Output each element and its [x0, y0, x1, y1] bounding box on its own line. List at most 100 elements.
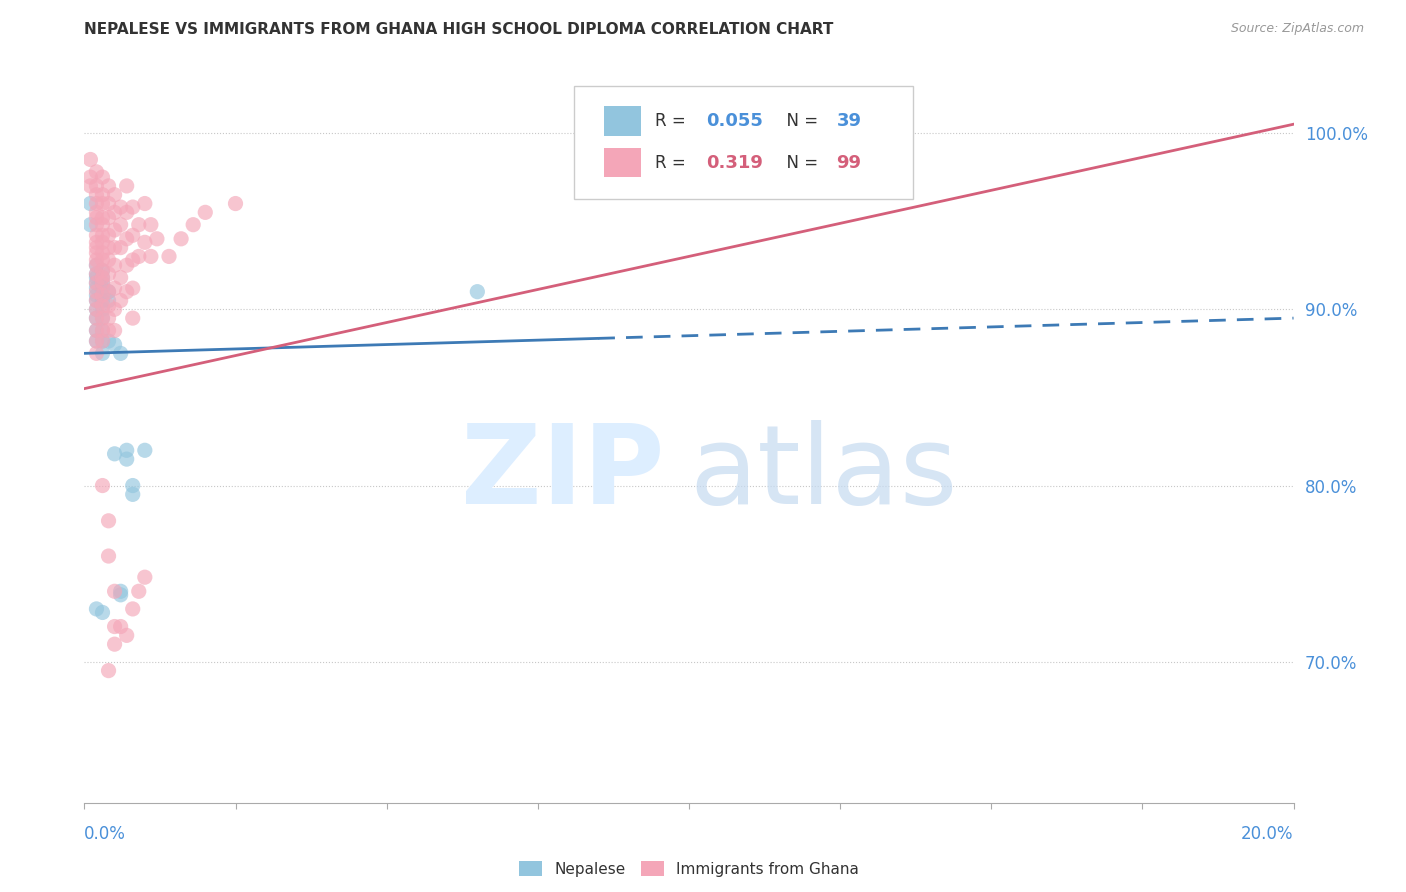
Point — [104, 337, 127, 351]
Text: 20.0%: 20.0% — [1241, 825, 1294, 843]
Point — [86, 270, 108, 285]
Point — [79, 170, 101, 185]
Point — [86, 334, 108, 348]
Point — [104, 205, 127, 219]
Point — [104, 619, 127, 633]
Point — [86, 293, 108, 308]
Point — [86, 258, 108, 272]
Point — [121, 478, 143, 492]
Point — [91, 323, 114, 337]
Point — [91, 311, 114, 326]
Point — [86, 276, 108, 290]
Point — [170, 232, 193, 246]
Point — [86, 235, 108, 250]
Point — [104, 637, 127, 651]
Point — [91, 281, 114, 295]
Point — [134, 443, 156, 458]
Point — [86, 293, 108, 308]
Point — [121, 311, 143, 326]
Point — [91, 252, 114, 267]
Point — [104, 323, 127, 337]
Point — [104, 187, 127, 202]
Point — [91, 302, 114, 317]
Point — [86, 281, 108, 295]
Point — [110, 588, 132, 602]
Point — [104, 241, 127, 255]
Point — [134, 196, 156, 211]
Point — [91, 478, 114, 492]
Point — [181, 218, 204, 232]
Point — [97, 323, 120, 337]
Point — [91, 323, 114, 337]
Text: R =: R = — [655, 153, 696, 172]
Point — [86, 196, 108, 211]
Text: 39: 39 — [837, 112, 862, 130]
Point — [128, 584, 150, 599]
Point — [86, 302, 108, 317]
Point — [86, 218, 108, 232]
Point — [104, 302, 127, 317]
Point — [86, 285, 108, 299]
Text: 0.319: 0.319 — [706, 153, 762, 172]
Point — [86, 165, 108, 179]
Point — [91, 228, 114, 243]
Text: atlas: atlas — [689, 420, 957, 527]
Point — [86, 252, 108, 267]
Point — [97, 293, 120, 308]
Point — [86, 311, 108, 326]
Point — [91, 170, 114, 185]
Point — [97, 178, 120, 193]
Point — [79, 178, 101, 193]
Point — [110, 241, 132, 255]
Point — [110, 619, 132, 633]
Point — [79, 153, 101, 167]
Point — [139, 218, 162, 232]
Point — [91, 211, 114, 225]
Point — [91, 270, 114, 285]
Point — [97, 211, 120, 225]
Point — [91, 196, 114, 211]
Point — [97, 285, 120, 299]
Point — [86, 187, 108, 202]
Point — [86, 228, 108, 243]
Point — [97, 285, 120, 299]
Text: N =: N = — [776, 153, 824, 172]
Point — [86, 346, 108, 360]
Point — [121, 487, 143, 501]
Point — [91, 299, 114, 313]
Point — [121, 228, 143, 243]
Point — [97, 514, 120, 528]
Point — [115, 205, 138, 219]
Point — [146, 232, 169, 246]
Point — [139, 249, 162, 263]
Point — [91, 270, 114, 285]
Point — [115, 258, 138, 272]
Point — [194, 205, 217, 219]
Text: 99: 99 — [837, 153, 862, 172]
Point — [86, 267, 108, 281]
Point — [86, 323, 108, 337]
Point — [86, 241, 108, 255]
Point — [91, 334, 114, 348]
Point — [104, 223, 127, 237]
Point — [104, 258, 127, 272]
Point — [86, 302, 108, 317]
Point — [110, 293, 132, 308]
Point — [91, 276, 114, 290]
Point — [86, 288, 108, 302]
Point — [115, 285, 138, 299]
Point — [91, 293, 114, 308]
Point — [104, 281, 127, 295]
Point — [110, 218, 132, 232]
Point — [97, 664, 120, 678]
Point — [91, 235, 114, 250]
Point — [97, 252, 120, 267]
Point — [86, 323, 108, 337]
Point — [86, 334, 108, 348]
Point — [115, 232, 138, 246]
Bar — [605, 148, 641, 178]
Point — [91, 246, 114, 260]
Point — [110, 584, 132, 599]
Text: ZIP: ZIP — [461, 420, 665, 527]
Point — [97, 196, 120, 211]
